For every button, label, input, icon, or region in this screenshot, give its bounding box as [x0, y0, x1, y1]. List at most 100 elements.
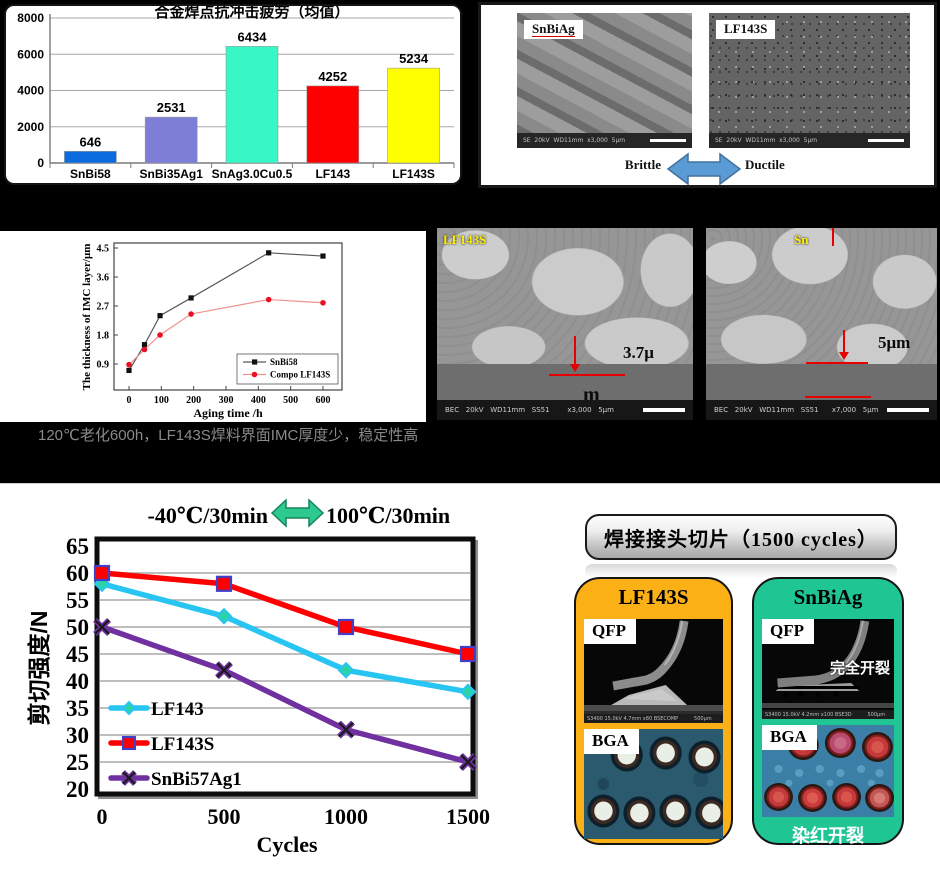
measure-line-top	[806, 362, 868, 364]
svg-text:40: 40	[66, 669, 89, 694]
imc-thickness-value: 3.7μ	[623, 343, 654, 362]
sem-label-lf143s: LF143S	[443, 232, 487, 247]
imc-thickness-line-chart: 0 100 200 300 400 500 600 0.9 1.8 2.7 3.6 4.5 Aging …	[81, 242, 343, 420]
svg-text:LF143: LF143	[151, 699, 204, 720]
svg-text:LF143S: LF143S	[151, 734, 214, 755]
svg-text:30: 30	[66, 723, 89, 748]
svg-text:1000: 1000	[324, 804, 368, 829]
series-LF143S	[99, 570, 471, 657]
shear-chart-body: -40℃/30min 100℃/30min 20253035404550556065…	[26, 498, 490, 857]
impact-fatigue-chart-panel: 0 2000 4000 6000 8000 646 SnBi58 2531 SnBi35Ag1 6…	[4, 3, 462, 185]
svg-text:35: 35	[66, 696, 89, 721]
sem-label-lf143s: LF143S	[716, 20, 776, 39]
sem-label-snbiag: SnBiAg	[524, 20, 583, 39]
bga-label: BGA	[584, 729, 639, 754]
svg-text:5234: 5234	[399, 51, 429, 66]
scale-bar	[650, 139, 686, 142]
imc-chart-body: 0 100 200 300 400 500 600 0.9 1.8 2.7 3.6 4.5 Aging …	[81, 242, 343, 420]
sem-footer: BEC 20kV WD11mm SS51 x7,000 5μm	[706, 400, 937, 420]
svg-text:6434: 6434	[238, 29, 268, 44]
bar-chart-body: 0 2000 4000 6000 8000 646 SnBi58 2531 SnBi35Ag1 6…	[17, 3, 455, 181]
measure-arrow-line	[574, 336, 576, 364]
scale-bar	[868, 139, 904, 142]
header-reflection	[585, 564, 897, 578]
measure-arrow-head	[839, 352, 849, 365]
bga-label: BGA	[762, 725, 817, 750]
measure-arrow-line	[843, 330, 845, 352]
scale-bar	[887, 408, 929, 412]
svg-text:LF143: LF143	[315, 167, 350, 181]
cycle-arrow-icon	[270, 498, 325, 528]
svg-text:SnAg3.0Cu0.5: SnAg3.0Cu0.5	[212, 167, 293, 181]
shear-strength-line-chart: -40℃/30min 100℃/30min 20253035404550556065…	[26, 498, 490, 857]
sem-image-lf143s-fracture: LF143S SE 20kV WD11mm x3,000 5μm	[709, 13, 910, 148]
svg-text:4.5: 4.5	[97, 244, 110, 255]
svg-text:55: 55	[66, 588, 89, 613]
svg-text:25: 25	[66, 750, 89, 775]
sem-image-sn-crosssection: Sn 5μm BEC 20kV WD11mm SS51 x7,000 5μm	[706, 228, 937, 420]
bar-SnBi58	[64, 150, 117, 164]
qfp-image-lf143s: QFP S3400 15.0kV 4.7mm x80 BSECOMP 500μm	[584, 619, 723, 723]
ductile-caption: Ductile	[745, 157, 785, 172]
svg-text:Aging time /h: Aging time /h	[193, 406, 263, 420]
sem-footer: SE 20kV WD11mm x3,000 5μm	[709, 133, 910, 148]
svg-text:Compo LF143S: Compo LF143S	[270, 370, 330, 380]
bar-LF143S	[387, 67, 440, 164]
svg-text:2.7: 2.7	[97, 302, 110, 313]
qfp-label: QFP	[762, 619, 814, 644]
svg-text:SnBi58: SnBi58	[270, 357, 298, 367]
bar-SnAg3.0Cu0.5	[225, 46, 279, 164]
sem-footer: BEC 20kV WD11mm SS51 x3,000 5μm	[437, 400, 693, 420]
svg-text:0: 0	[127, 395, 132, 406]
svg-text:500: 500	[283, 395, 298, 406]
svg-text:8000: 8000	[17, 11, 44, 25]
sem-label-sn: Sn	[794, 232, 809, 247]
card-snbiag: SnBiAg QFP 完全开裂 S3400 15.0kV 4.2mm x100 …	[752, 577, 904, 846]
svg-text:LF143S: LF143S	[392, 167, 435, 181]
svg-text:6000: 6000	[17, 47, 44, 61]
svg-text:20: 20	[66, 777, 89, 802]
svg-text:65: 65	[66, 534, 89, 559]
double-arrow-icon	[666, 152, 742, 186]
svg-text:3.6: 3.6	[97, 273, 110, 284]
svg-text:4252: 4252	[318, 69, 347, 84]
svg-text:1500: 1500	[446, 804, 490, 829]
svg-text:0: 0	[37, 156, 44, 170]
svg-text:4000: 4000	[17, 84, 44, 98]
svg-text:50: 50	[66, 615, 89, 640]
svg-text:2000: 2000	[17, 120, 44, 134]
bar-SnBi35Ag1	[144, 116, 198, 164]
series-Compo LF143S	[128, 298, 324, 366]
svg-text:45: 45	[66, 642, 89, 667]
brittle-caption: Brittle	[624, 157, 661, 172]
svg-text:500: 500	[208, 804, 241, 829]
qfp-label: QFP	[584, 619, 636, 644]
svg-text:100℃/30min: 100℃/30min	[326, 503, 450, 528]
svg-text:0.9: 0.9	[97, 360, 110, 371]
svg-text:1.8: 1.8	[97, 331, 110, 342]
svg-text:The thickness of IMC layer/μm: The thickness of IMC layer/μm	[81, 244, 93, 391]
card-title: SnBiAg	[793, 585, 863, 609]
svg-text:200: 200	[186, 395, 201, 406]
svg-text:600: 600	[315, 395, 330, 406]
scale-bar	[643, 408, 685, 412]
imc-summary-caption: 120℃老化600h，LF143S焊料界面IMC厚度少，稳定性高	[38, 427, 419, 444]
measure-line-bottom	[805, 396, 871, 398]
bga-image-lf143s: BGA	[584, 729, 723, 839]
svg-text:SnBi57Ag1: SnBi57Ag1	[151, 769, 242, 790]
bga-image-snbiag: BGA	[762, 725, 894, 817]
substrate-layer	[706, 364, 937, 400]
card-lf143s: LF143S QFP S3400 15.0kV 4.7mm x80 BSECOM…	[574, 577, 733, 845]
sem-image-snbiag-fracture: SnBiAg SE 20kV WD11mm x3,000 5μm	[517, 13, 692, 148]
svg-text:2531: 2531	[157, 100, 186, 115]
substrate-layer	[437, 364, 693, 400]
bga-ball-row-bottom	[587, 794, 723, 830]
svg-text:100: 100	[154, 395, 169, 406]
imc-thickness-value: 5μm	[878, 333, 911, 352]
bar-LF143	[306, 85, 360, 164]
svg-text:SnBi58: SnBi58	[70, 167, 111, 181]
svg-text:剪切强度/N: 剪切强度/N	[26, 611, 52, 726]
measure-line-top	[549, 374, 625, 376]
reference-mark	[832, 228, 834, 246]
imc-thickness-chart-panel: 0 100 200 300 400 500 600 0.9 1.8 2.7 3.6 4.5 Aging …	[0, 231, 426, 422]
